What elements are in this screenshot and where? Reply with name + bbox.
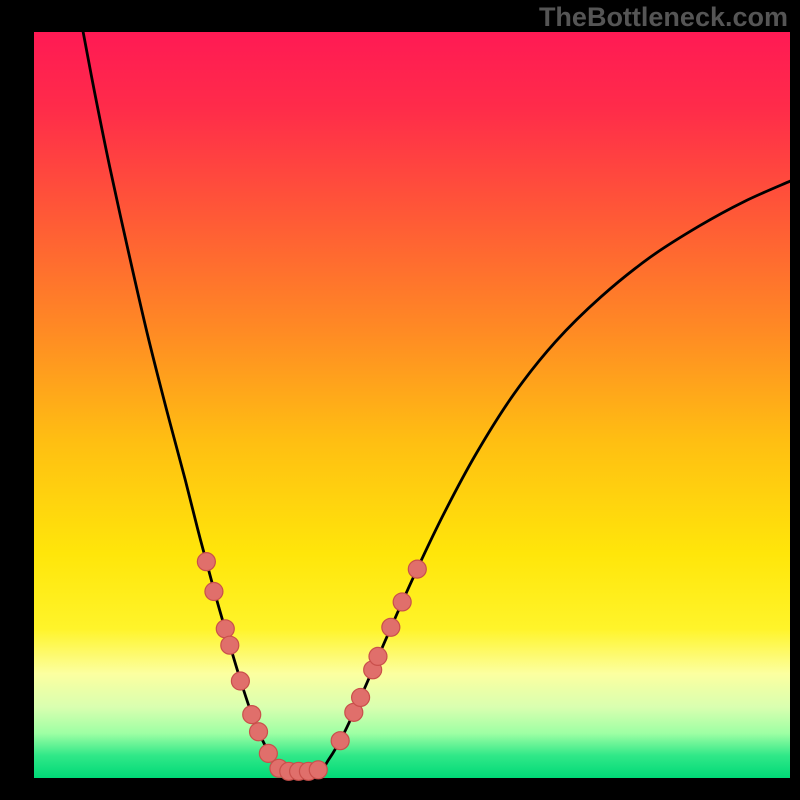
data-marker xyxy=(243,706,261,724)
plot-area xyxy=(34,32,790,778)
data-marker xyxy=(221,636,239,654)
data-marker xyxy=(369,647,387,665)
data-marker xyxy=(259,744,277,762)
chart-svg xyxy=(34,32,790,778)
bottleneck-curve xyxy=(83,32,790,773)
watermark-text: TheBottleneck.com xyxy=(539,2,788,33)
data-markers xyxy=(197,553,426,781)
data-marker xyxy=(231,672,249,690)
data-marker xyxy=(331,732,349,750)
data-marker xyxy=(250,723,268,741)
data-marker xyxy=(393,593,411,611)
data-marker xyxy=(382,618,400,636)
data-marker xyxy=(197,553,215,571)
data-marker xyxy=(205,583,223,601)
chart-frame xyxy=(0,0,800,800)
data-marker xyxy=(352,688,370,706)
data-marker xyxy=(216,620,234,638)
data-marker xyxy=(309,761,327,779)
data-marker xyxy=(408,560,426,578)
